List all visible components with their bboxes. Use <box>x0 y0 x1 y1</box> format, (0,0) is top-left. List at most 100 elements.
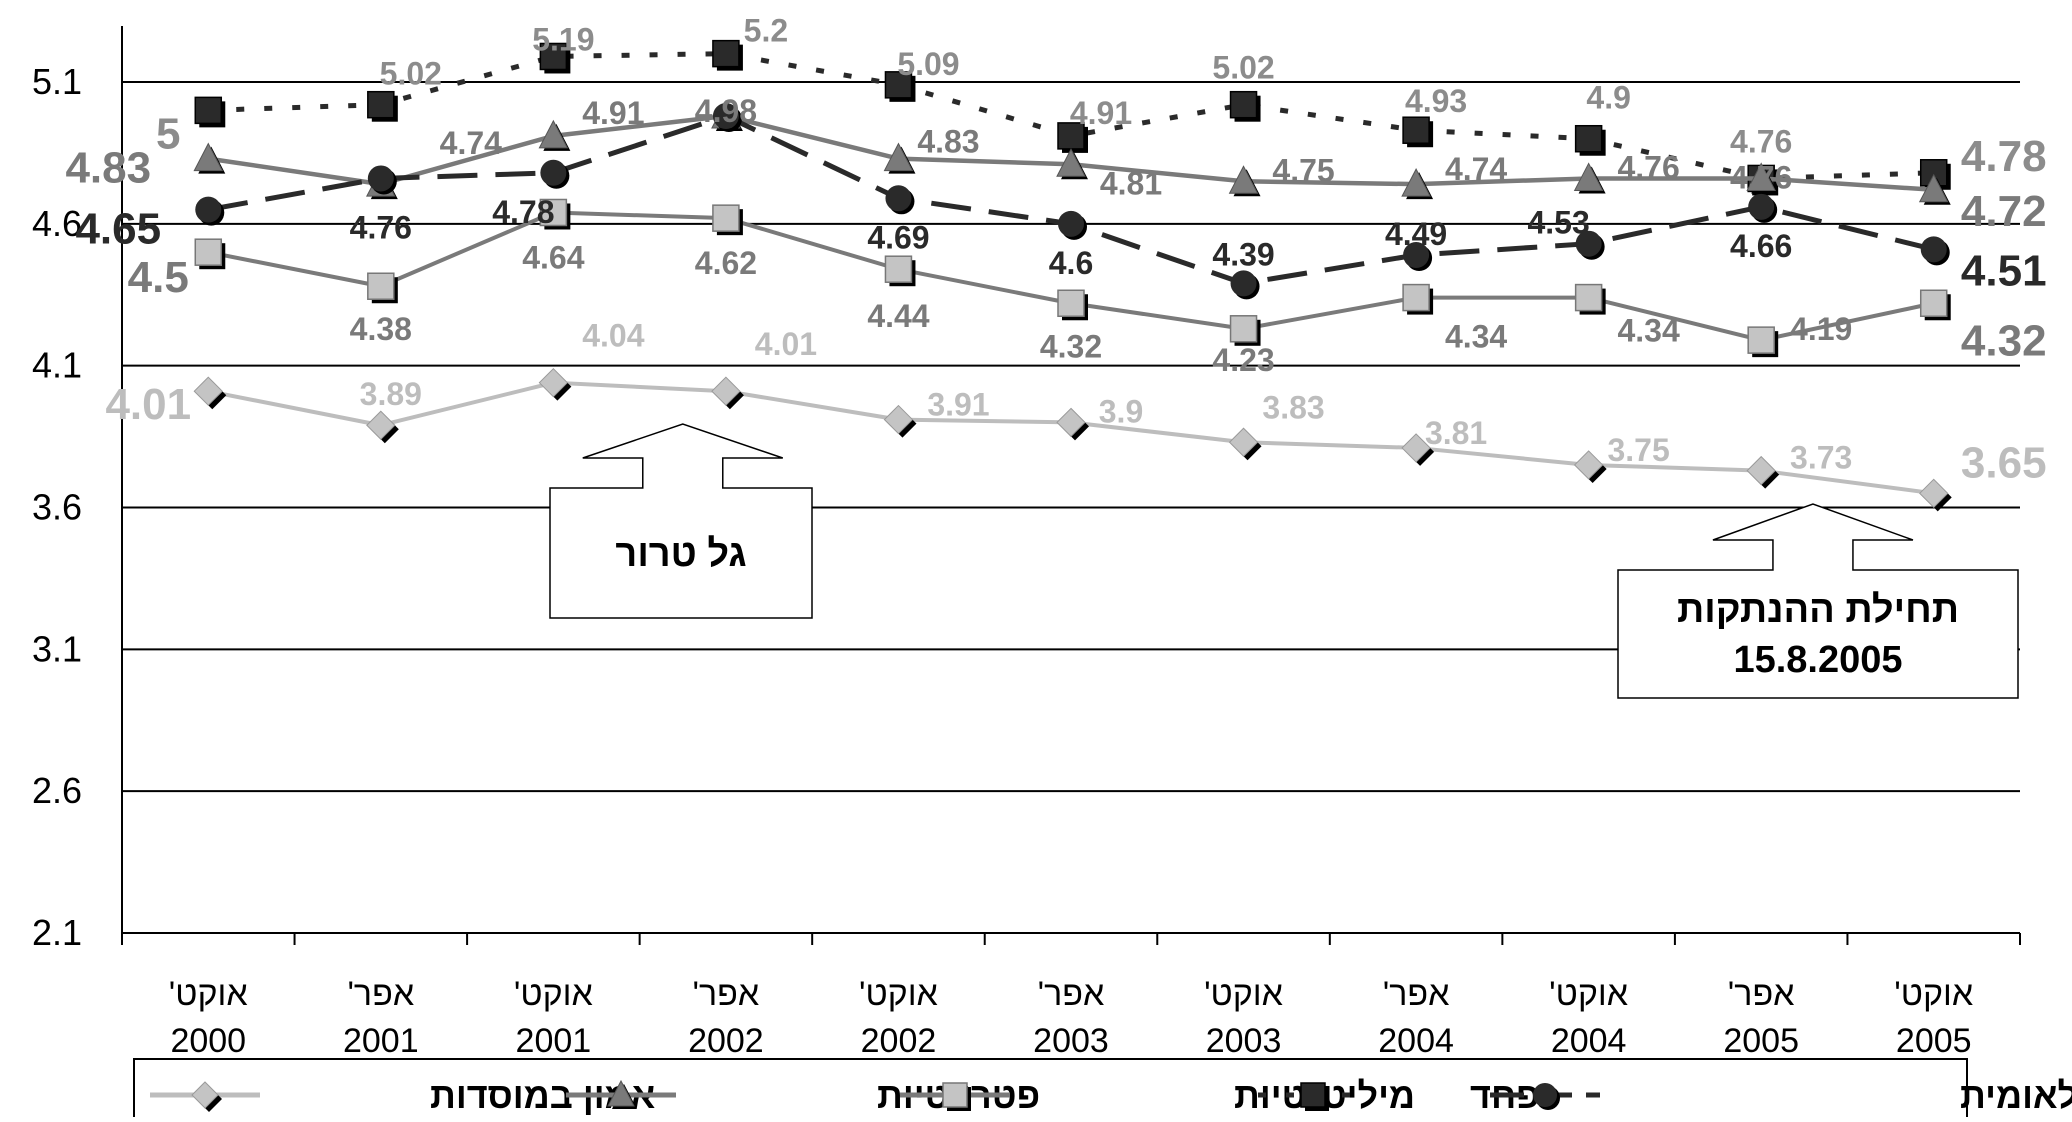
marker-optimism <box>1230 270 1257 297</box>
data-label-patriotism: 4.72 <box>1961 187 2047 236</box>
data-label-fear: 5 <box>156 109 180 158</box>
data-label-fear: 4.78 <box>1961 132 2047 181</box>
x-tick-label: אפר' <box>1383 975 1450 1013</box>
data-label-optimism: 4.6 <box>1049 245 1093 281</box>
annotations: גל טרור תחילת ההנתקות 15.8.2005 <box>549 423 2019 699</box>
marker-fear <box>1057 122 1085 150</box>
marker-militancy <box>1747 326 1775 354</box>
data-label-militancy: 4.32 <box>1040 328 1102 364</box>
marker-patriotism <box>1056 148 1086 177</box>
legend-swatch-marker <box>1533 1083 1557 1107</box>
data-label-militancy: 4.5 <box>128 253 189 302</box>
data-label-patriotism: 4.83 <box>65 144 151 193</box>
data-label-militancy: 4.19 <box>1790 311 1852 347</box>
data-label-militancy: 4.44 <box>867 298 929 334</box>
data-label-trust: 3.91 <box>927 387 989 423</box>
data-label-trust: 3.73 <box>1790 440 1852 476</box>
marker-trust <box>1056 407 1086 438</box>
data-label-optimism: 4.65 <box>75 205 161 254</box>
marker-trust <box>711 376 741 406</box>
marker-optimism <box>1403 242 1430 269</box>
legend-swatch-marker <box>1300 1082 1326 1108</box>
data-label-optimism: 4.69 <box>867 219 929 255</box>
data-label-fear: 5.09 <box>897 46 959 82</box>
legend-swatch-marker <box>191 1081 219 1109</box>
data-label-militancy: 4.62 <box>695 245 757 281</box>
marker-patriotism <box>1401 168 1431 197</box>
x-tick-label: 2001 <box>516 1022 592 1060</box>
data-label-patriotism: 4.81 <box>1100 165 1162 201</box>
series-trust <box>193 367 1952 512</box>
x-tick-label: אפר' <box>693 975 760 1013</box>
data-label-fear: 4.76 <box>1730 123 1792 159</box>
data-label-trust: 3.83 <box>1262 389 1324 425</box>
y-tick-label: 2.6 <box>32 770 82 811</box>
data-label-optimism: 4.53 <box>1527 205 1589 241</box>
marker-militancy <box>1919 289 1948 318</box>
data-label-fear: 4.93 <box>1405 83 1467 119</box>
data-label-patriotism: 4.76 <box>1730 159 1792 195</box>
data-label-militancy: 4.34 <box>1445 319 1507 355</box>
marker-patriotism <box>883 142 914 172</box>
data-label-trust: 3.9 <box>1099 393 1143 429</box>
x-tick-label: 2005 <box>1896 1022 1972 1060</box>
legend-box <box>133 1058 1968 1120</box>
data-label-trust: 3.81 <box>1425 415 1487 451</box>
x-tick-label: 2001 <box>343 1022 419 1060</box>
marker-patriotism <box>1228 165 1259 194</box>
legend-label: אופטימיות לאומית <box>1960 1075 2072 1116</box>
marker-militancy <box>1574 283 1603 312</box>
data-label-optimism: 4.51 <box>1961 246 2047 295</box>
series-optimism <box>195 103 1950 300</box>
marker-optimism <box>885 185 912 212</box>
data-label-optimism: 4.78 <box>492 194 554 230</box>
x-tick-label: 2005 <box>1723 1022 1799 1060</box>
data-label-trust: 4.01 <box>755 326 817 362</box>
legend: אמון במוסדותפטריוטיותמיליטנטיותפחדאופטימ… <box>133 1058 2072 1120</box>
x-tick-label: 2002 <box>688 1022 764 1060</box>
marker-patriotism <box>193 142 224 172</box>
y-tick-label: 2.1 <box>32 912 82 953</box>
marker-militancy <box>1402 283 1430 312</box>
marker-patriotism <box>538 119 569 149</box>
series <box>193 39 1952 512</box>
series-line-trust <box>207 380 1934 496</box>
data-label-optimism: 4.76 <box>350 209 412 245</box>
x-tick-label: אפר' <box>347 975 414 1013</box>
marker-militancy <box>367 272 395 300</box>
marker-fear <box>712 39 740 68</box>
data-label-militancy: 4.64 <box>522 239 584 275</box>
series-militancy <box>194 198 1951 358</box>
legend-item-optimism: אופטימיות לאומית <box>1490 1075 2072 1116</box>
data-label-trust: 4.01 <box>105 380 191 429</box>
marker-militancy <box>1057 289 1085 318</box>
marker-trust <box>366 410 396 440</box>
x-tick-label: אוקט' <box>169 975 248 1013</box>
data-label-trust: 4.04 <box>582 318 644 354</box>
marker-trust <box>193 376 223 406</box>
marker-optimism <box>1058 210 1084 237</box>
data-label-fear: 4.91 <box>1070 95 1132 131</box>
marker-trust <box>1919 478 1949 509</box>
x-tick-label: 2003 <box>1206 1022 1282 1060</box>
x-tick-label: 2004 <box>1378 1022 1454 1060</box>
data-label-trust: 3.75 <box>1607 432 1669 468</box>
marker-optimism <box>367 165 394 192</box>
x-tick-label: 2002 <box>861 1022 937 1060</box>
marker-militancy <box>539 198 568 227</box>
marker-fear <box>367 90 395 119</box>
marker-optimism <box>712 103 739 130</box>
data-label-militancy: 4.23 <box>1212 342 1274 378</box>
data-label-patriotism: 4.91 <box>582 95 644 131</box>
series-line-fear <box>208 51 1934 181</box>
marker-optimism <box>1748 193 1775 220</box>
data-label-fear: 5.19 <box>532 21 594 57</box>
data-labels: 5 5.02 5.19 5.2 5.09 4.91 5.02 4.93 4.9 4.76 4.78 4… <box>65 13 2046 488</box>
x-tick-label: אפר' <box>1038 975 1105 1013</box>
callout-text: תחילת ההנתקות <box>1677 589 1959 631</box>
marker-militancy <box>884 255 913 283</box>
data-label-patriotism: 4.83 <box>917 124 979 160</box>
data-label-militancy: 4.38 <box>350 311 412 347</box>
data-label-fear: 5.02 <box>380 56 442 92</box>
